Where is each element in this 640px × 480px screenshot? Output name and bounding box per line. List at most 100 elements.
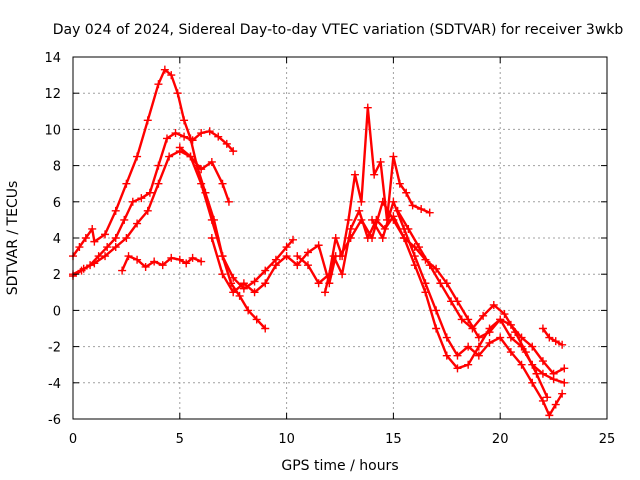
data-point bbox=[506, 333, 515, 342]
series-track-9 bbox=[336, 197, 569, 378]
data-point bbox=[517, 360, 526, 369]
data-point bbox=[378, 197, 387, 206]
data-point bbox=[506, 348, 515, 357]
data-point bbox=[165, 152, 174, 161]
data-point bbox=[389, 197, 398, 206]
data-point bbox=[180, 116, 189, 125]
data-point bbox=[545, 333, 554, 342]
data-point bbox=[489, 300, 498, 309]
data-point bbox=[528, 342, 537, 351]
series-layer bbox=[69, 65, 569, 420]
data-point bbox=[421, 279, 430, 288]
data-point bbox=[133, 255, 142, 264]
data-point bbox=[453, 364, 462, 373]
data-point bbox=[331, 234, 340, 242]
y-tick-label: 6 bbox=[53, 196, 61, 211]
data-point bbox=[167, 253, 176, 262]
data-point bbox=[197, 179, 206, 188]
data-point bbox=[218, 252, 227, 261]
data-point bbox=[180, 132, 189, 141]
series-line bbox=[296, 106, 431, 285]
data-point bbox=[101, 252, 110, 261]
x-tick-label: 10 bbox=[278, 432, 295, 447]
data-point bbox=[224, 197, 233, 206]
data-point bbox=[103, 243, 112, 252]
series-track-12 bbox=[538, 324, 567, 349]
series-track-2 bbox=[69, 127, 238, 281]
data-point bbox=[415, 243, 424, 252]
series-track-8 bbox=[321, 206, 569, 387]
y-tick-label: -4 bbox=[48, 377, 61, 392]
data-point bbox=[485, 328, 494, 337]
data-point bbox=[538, 324, 547, 333]
data-point bbox=[538, 396, 547, 405]
data-point bbox=[145, 188, 154, 197]
data-point bbox=[143, 206, 152, 215]
data-point bbox=[160, 65, 169, 74]
data-point bbox=[543, 393, 552, 402]
data-point bbox=[549, 369, 558, 378]
data-point bbox=[101, 230, 110, 239]
data-point bbox=[336, 252, 344, 261]
data-point bbox=[197, 129, 206, 138]
chart-title: Day 024 of 2024, Sidereal Day-to-day VTE… bbox=[53, 22, 624, 38]
x-tick-label: 15 bbox=[385, 432, 402, 447]
data-point bbox=[162, 134, 171, 143]
data-point bbox=[436, 279, 445, 288]
series-track-5 bbox=[175, 143, 298, 293]
data-point bbox=[235, 291, 244, 300]
data-point bbox=[182, 259, 191, 268]
data-point bbox=[111, 206, 120, 215]
data-point bbox=[205, 127, 214, 136]
x-tick-label: 20 bbox=[492, 432, 509, 447]
data-point bbox=[528, 378, 537, 387]
data-point bbox=[357, 215, 366, 224]
data-point bbox=[154, 179, 163, 188]
data-point bbox=[338, 270, 347, 279]
data-point bbox=[293, 252, 302, 261]
data-point bbox=[218, 179, 227, 188]
data-point bbox=[250, 288, 259, 297]
data-point bbox=[479, 311, 488, 320]
data-point bbox=[393, 206, 402, 215]
data-point bbox=[442, 333, 451, 342]
data-point bbox=[350, 170, 359, 179]
data-point bbox=[128, 197, 137, 206]
series-track-10 bbox=[368, 197, 567, 420]
series-line bbox=[338, 200, 566, 375]
data-point bbox=[88, 224, 97, 233]
data-point bbox=[432, 324, 441, 333]
data-point bbox=[133, 152, 142, 161]
data-point bbox=[474, 333, 483, 342]
data-point bbox=[558, 389, 567, 398]
series-line bbox=[71, 149, 231, 276]
data-point bbox=[314, 279, 323, 288]
x-tick-label: 5 bbox=[176, 432, 184, 447]
data-point bbox=[111, 234, 120, 242]
data-point bbox=[120, 215, 129, 224]
data-point bbox=[143, 116, 152, 125]
y-tick-label: 0 bbox=[53, 304, 61, 319]
series-line bbox=[370, 200, 564, 417]
data-point bbox=[344, 215, 353, 224]
data-point bbox=[229, 273, 238, 282]
data-point bbox=[368, 234, 377, 242]
data-point bbox=[408, 201, 417, 210]
data-point bbox=[376, 157, 385, 166]
data-point bbox=[90, 259, 99, 268]
series-line bbox=[178, 146, 295, 290]
series-track-11 bbox=[393, 206, 552, 402]
data-point bbox=[404, 224, 413, 233]
data-point bbox=[118, 266, 127, 275]
data-point bbox=[346, 224, 355, 233]
data-point bbox=[355, 206, 364, 215]
data-point bbox=[197, 165, 206, 174]
data-point bbox=[511, 328, 520, 337]
data-point bbox=[425, 208, 434, 217]
data-point bbox=[154, 161, 163, 170]
y-tick-label: 12 bbox=[44, 87, 61, 102]
data-point bbox=[432, 306, 441, 315]
x-axis-label: GPS time / hours bbox=[281, 458, 398, 474]
data-point bbox=[363, 103, 372, 112]
data-point bbox=[532, 369, 541, 378]
